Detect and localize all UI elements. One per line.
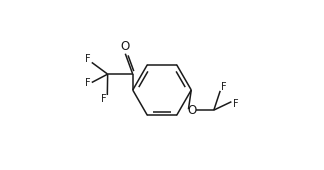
Text: F: F	[85, 54, 90, 64]
Text: F: F	[221, 82, 227, 92]
Text: F: F	[233, 99, 238, 109]
Text: O: O	[188, 104, 197, 117]
Text: F: F	[85, 78, 90, 88]
Text: O: O	[121, 40, 130, 53]
Text: F: F	[101, 94, 107, 104]
